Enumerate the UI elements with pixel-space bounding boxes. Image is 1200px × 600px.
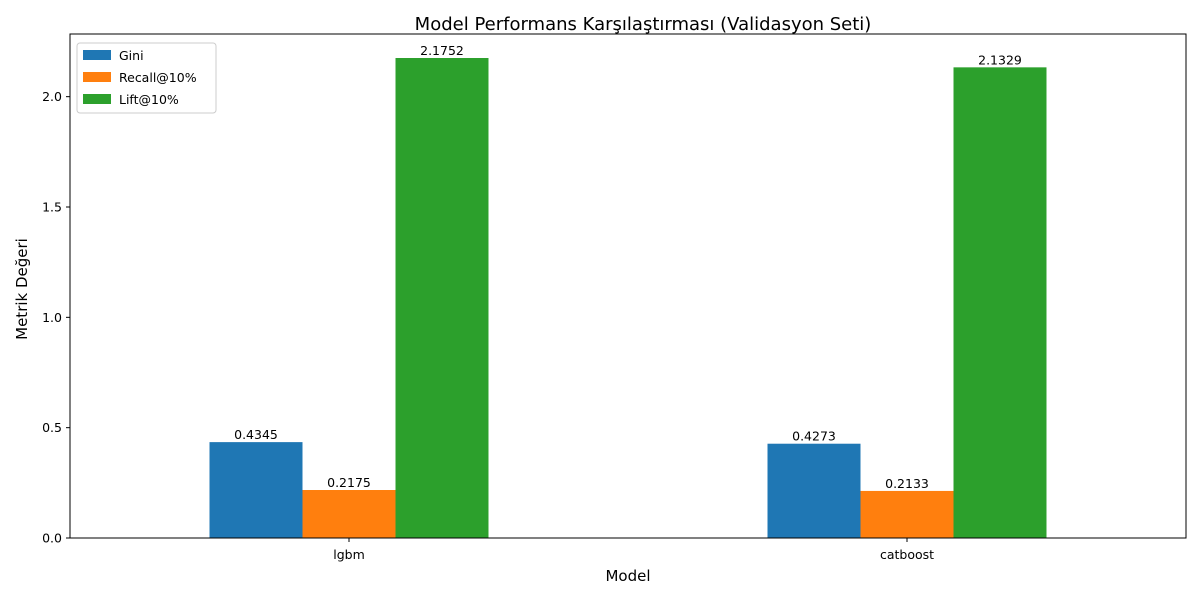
legend-swatch-gini — [83, 50, 111, 60]
bar-gini-catboost — [767, 443, 861, 538]
legend-label-lift: Lift@10% — [119, 92, 179, 107]
bar-value-label: 0.2175 — [327, 475, 371, 490]
chart-title: Model Performans Karşılaştırması (Valida… — [415, 14, 872, 35]
bar-lift-10--lgbm — [395, 58, 489, 538]
bar-recall-10--lgbm — [302, 490, 396, 538]
y-axis-label: Metrik Değeri — [13, 238, 31, 340]
y-tick-label: 1.5 — [42, 200, 62, 215]
y-tick-label: 0.0 — [42, 531, 62, 546]
plot-frame — [69, 33, 1187, 539]
bar-lift-10--catboost — [953, 67, 1047, 538]
y-tick-label: 0.5 — [42, 420, 62, 435]
x-tick-label-lgbm: lgbm — [333, 547, 365, 562]
bar-value-label: 0.4345 — [234, 427, 278, 442]
y-axis-ticks: 0.0 0.5 1.0 1.5 2.0 — [42, 89, 70, 546]
legend: Gini Recall@10% Lift@10% — [76, 42, 217, 114]
x-axis-ticks: lgbm catboost — [333, 538, 934, 562]
bar-value-label: 0.4273 — [792, 429, 836, 444]
bar-recall-10--catboost — [860, 490, 954, 538]
legend-frame — [76, 42, 217, 114]
legend-swatch-recall — [83, 72, 111, 82]
legend-label-recall: Recall@10% — [119, 70, 197, 85]
bar-gini-lgbm — [209, 442, 303, 538]
bar-value-label: 0.2133 — [885, 476, 929, 491]
bar-value-labels: 0.4345 0.4273 0.2175 0.2133 2.1752 2.1329 — [234, 43, 1022, 491]
bar-value-label: 2.1752 — [420, 43, 464, 58]
x-axis-label: Model — [605, 567, 650, 585]
legend-label-gini: Gini — [119, 48, 144, 63]
legend-swatch-lift — [83, 94, 111, 104]
y-tick-label: 1.0 — [42, 310, 62, 325]
x-tick-label-catboost: catboost — [880, 547, 934, 562]
y-tick-label: 2.0 — [42, 89, 62, 104]
bar-value-label: 2.1329 — [978, 52, 1022, 67]
bars — [209, 58, 1047, 538]
